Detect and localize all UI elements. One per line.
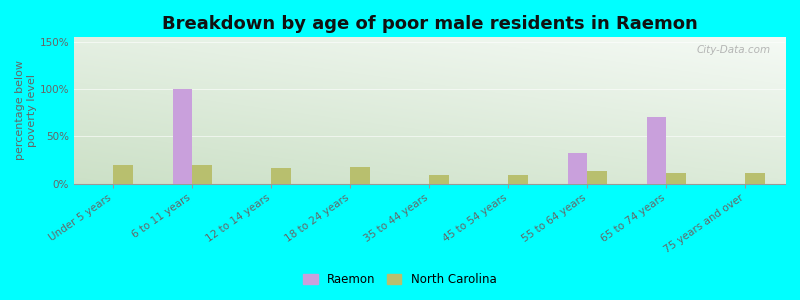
Bar: [173, 89, 192, 184]
Bar: [350, 167, 370, 184]
Legend: Raemon, North Carolina: Raemon, North Carolina: [298, 269, 502, 291]
Bar: [568, 153, 587, 184]
Title: Breakdown by age of poor male residents in Raemon: Breakdown by age of poor male residents …: [162, 15, 698, 33]
Bar: [646, 118, 666, 184]
Y-axis label: percentage below
poverty level: percentage below poverty level: [15, 60, 37, 160]
Bar: [271, 168, 291, 184]
Text: City-Data.com: City-Data.com: [697, 45, 770, 55]
Bar: [114, 165, 133, 184]
Bar: [509, 175, 528, 184]
Bar: [192, 165, 212, 184]
Bar: [666, 173, 686, 184]
Bar: [746, 173, 766, 184]
Bar: [587, 171, 607, 184]
Bar: [430, 175, 449, 184]
